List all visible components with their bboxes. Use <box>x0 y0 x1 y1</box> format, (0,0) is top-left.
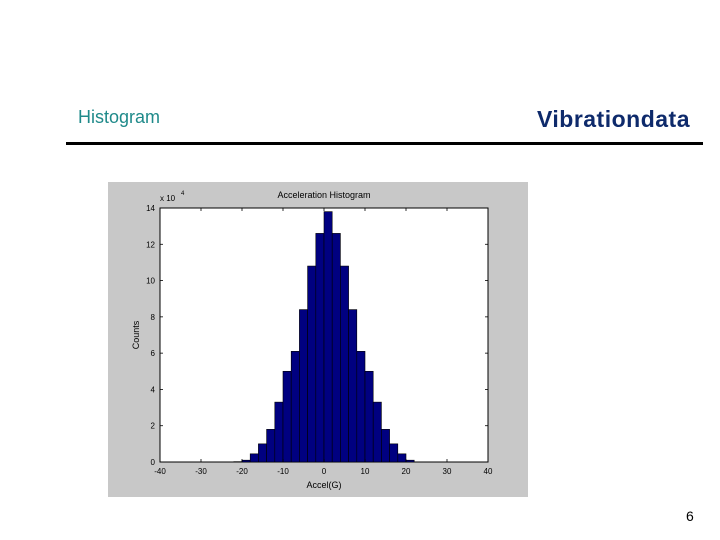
histogram-bar <box>307 265 317 463</box>
chart-title: Acceleration Histogram <box>277 190 370 200</box>
histogram-bar <box>389 443 399 463</box>
x-tick-label: -30 <box>195 467 207 476</box>
y-tick-label: 2 <box>151 422 156 431</box>
x-tick-label: 10 <box>361 467 370 476</box>
x-tick-label: -40 <box>154 467 166 476</box>
x-tick-label: 40 <box>484 467 493 476</box>
y-tick-label: 8 <box>151 313 156 322</box>
slide-title: Histogram <box>78 107 161 127</box>
y-tick-label: 0 <box>151 458 156 467</box>
histogram-bar <box>241 459 251 463</box>
y-tick-label: 4 <box>151 385 156 394</box>
y-tick-label: 14 <box>146 204 155 213</box>
histogram-bar <box>290 351 300 463</box>
histogram-bar <box>315 233 325 463</box>
histogram-bar <box>258 443 267 463</box>
histogram-bar <box>299 309 308 463</box>
histogram-bar <box>274 401 284 463</box>
histogram-bar <box>372 401 382 463</box>
x-axis-label: Accel(G) <box>306 480 341 490</box>
brand-logo-text: Vibrationdata <box>536 106 690 132</box>
histogram-bar <box>340 265 349 463</box>
header-divider <box>66 142 703 145</box>
histogram-bar <box>381 429 390 463</box>
histogram-bar <box>348 309 358 463</box>
chart-figure: -40 -30 -20 -10 0 10 20 30 40 0 2 4 6 8 10 12 14 Acceler… <box>108 182 528 497</box>
x-tick-label: 0 <box>322 467 327 476</box>
histogram-bar <box>397 453 407 463</box>
x-tick-label: -10 <box>277 467 289 476</box>
histogram-bar <box>249 453 259 463</box>
histogram-bar <box>266 429 276 463</box>
histogram-bar <box>323 211 333 463</box>
x-tick-label: 20 <box>402 467 411 476</box>
histogram-bar <box>405 459 415 463</box>
y-tick-label: 10 <box>146 277 155 286</box>
y-exponent-power: 4 <box>181 191 185 197</box>
y-axis-label: Counts <box>131 320 141 349</box>
histogram-bar <box>331 233 341 463</box>
page-number: 6 <box>686 508 694 524</box>
histogram-bar <box>364 370 374 463</box>
x-tick-label: -20 <box>236 467 248 476</box>
y-exponent-label: x 10 <box>160 194 176 203</box>
bars-group <box>233 211 415 463</box>
x-tick-label: 30 <box>443 467 452 476</box>
histogram-bar <box>356 351 366 463</box>
histogram-chart: -40 -30 -20 -10 0 10 20 30 40 0 2 4 6 8 10 12 14 Acceler… <box>131 190 493 490</box>
y-tick-label: 12 <box>146 240 155 249</box>
axes-group: -40 -30 -20 -10 0 10 20 30 40 0 2 4 6 8 10 12 14 <box>146 204 493 476</box>
y-tick-label: 6 <box>151 349 156 358</box>
histogram-bar <box>282 370 292 463</box>
